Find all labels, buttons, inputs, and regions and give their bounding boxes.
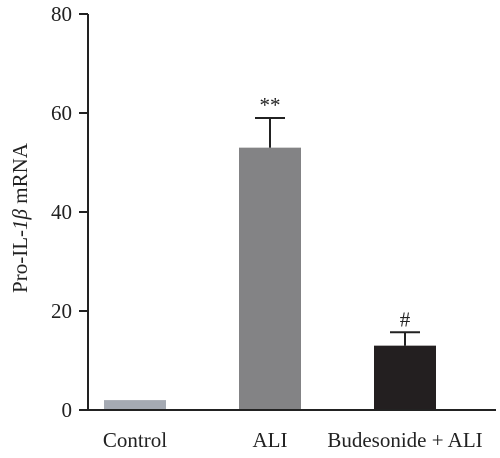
significance-label: # (400, 307, 411, 331)
y-axis-title-part-1: Pro-IL- (8, 230, 32, 293)
bar (239, 147, 301, 410)
y-axis-title-part-3: mRNA (8, 142, 32, 209)
x-category-label: Budesonide + ALI (327, 428, 482, 452)
y-axis-title: Pro-IL-1β mRNA (8, 142, 32, 293)
x-axis: Control ALI Budesonide + ALI (88, 409, 496, 452)
x-category-label: ALI (253, 428, 288, 452)
y-axis: 0 20 40 60 80 (51, 2, 89, 422)
y-tick-label: 0 (62, 398, 73, 422)
bar (104, 400, 166, 410)
x-category-label: Control (103, 428, 167, 452)
y-tick-label: 80 (51, 2, 72, 26)
y-tick-label: 40 (51, 200, 72, 224)
bars: ** # (104, 93, 436, 410)
y-axis-title-part-2: 1β (8, 208, 32, 230)
significance-label: ** (260, 93, 281, 117)
y-tick-label: 20 (51, 299, 72, 323)
y-tick-label: 60 (51, 101, 72, 125)
bar (374, 345, 436, 410)
